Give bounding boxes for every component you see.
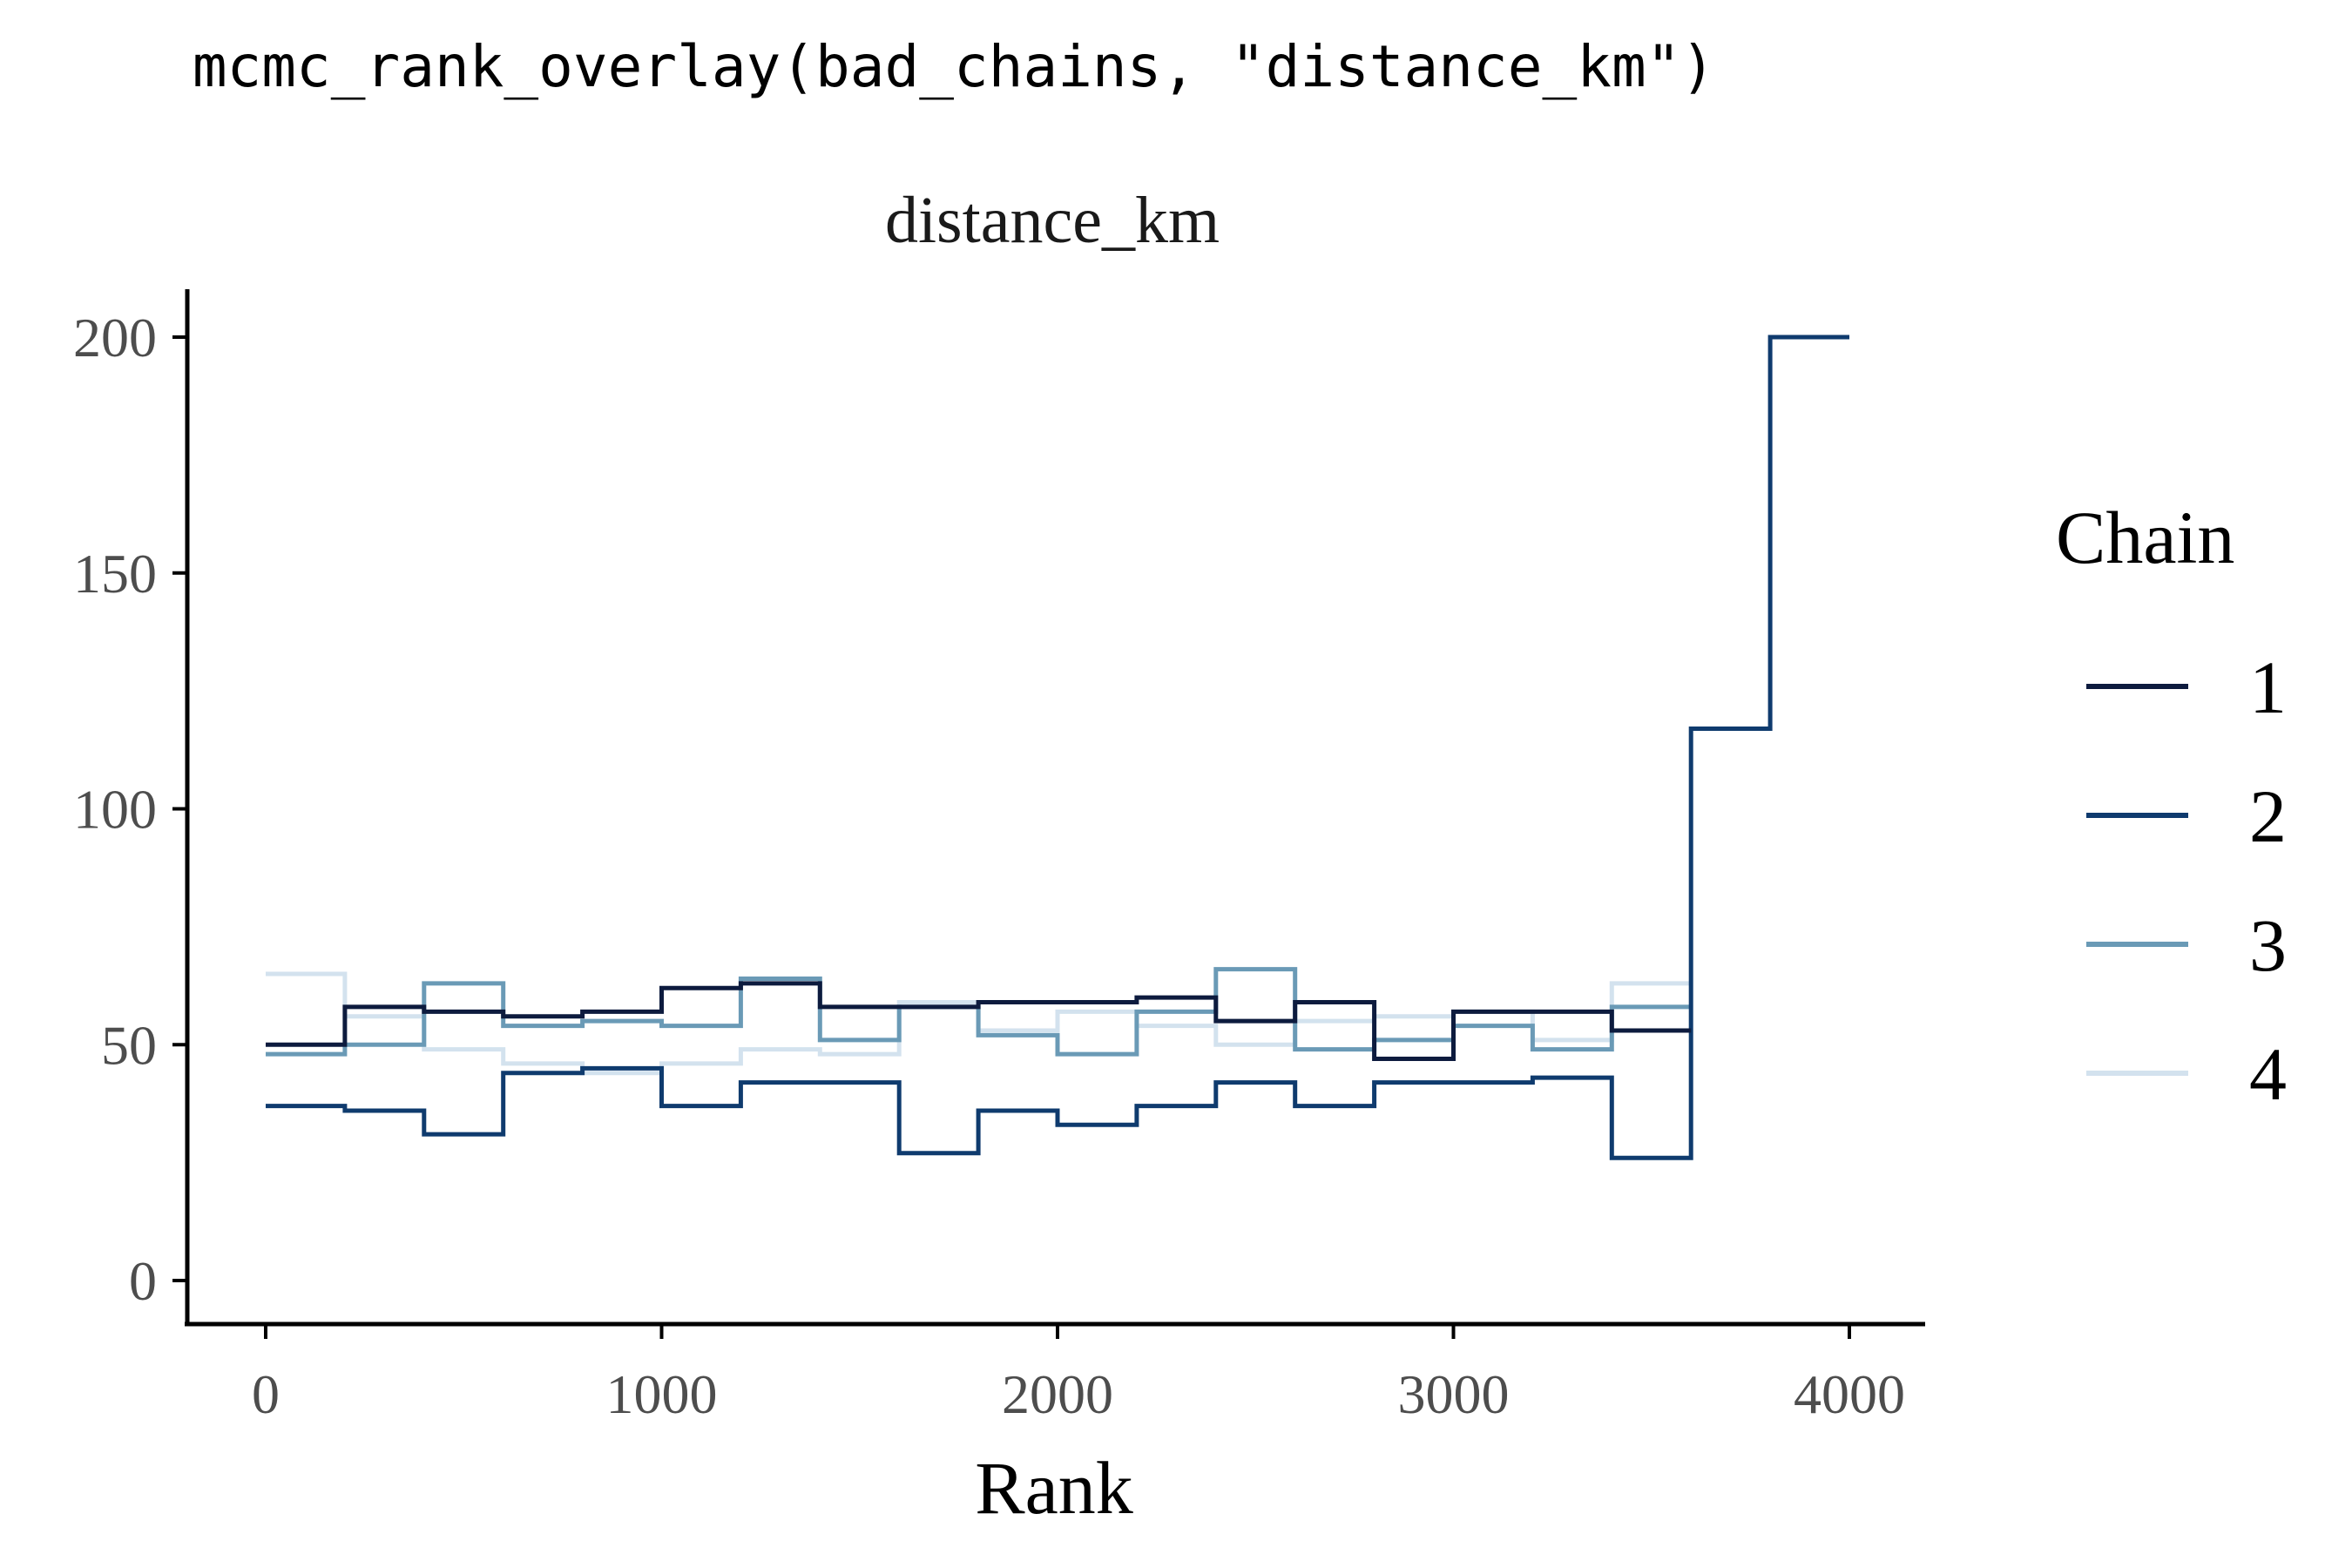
y-tick-label: 150 (73, 543, 157, 605)
series-line-chain-2 (266, 335, 1849, 1160)
x-axis-ticks: 0 1000 2000 3000 4000 (252, 1324, 1905, 1425)
legend-label-chain-3: 3 (2249, 903, 2287, 987)
y-tick-label: 0 (129, 1250, 157, 1312)
y-tick-label: 100 (73, 779, 157, 841)
panel-title: distance_km (885, 184, 1220, 257)
legend-label-chain-4: 4 (2249, 1032, 2287, 1116)
legend-label-chain-1: 1 (2249, 645, 2287, 729)
x-tick-label: 0 (252, 1363, 280, 1425)
x-tick-label: 4000 (1794, 1363, 1905, 1425)
x-tick-label: 2000 (1002, 1363, 1113, 1425)
x-axis-title: Rank (975, 1446, 1133, 1530)
series-line-chain-1 (266, 981, 1692, 1061)
y-tick-label: 50 (101, 1014, 157, 1076)
code-title: mcmc_rank_overlay(bad_chains, "distance_… (192, 33, 1716, 100)
legend-title: Chain (2056, 496, 2234, 579)
x-tick-label: 3000 (1398, 1363, 1510, 1425)
y-tick-label: 200 (73, 307, 157, 368)
x-tick-label: 1000 (606, 1363, 718, 1425)
series-layer (266, 335, 1849, 1160)
legend: Chain 1 2 3 4 (2056, 496, 2287, 1116)
y-axis-ticks: 0 50 100 150 200 (73, 307, 187, 1312)
legend-label-chain-2: 2 (2249, 774, 2287, 858)
